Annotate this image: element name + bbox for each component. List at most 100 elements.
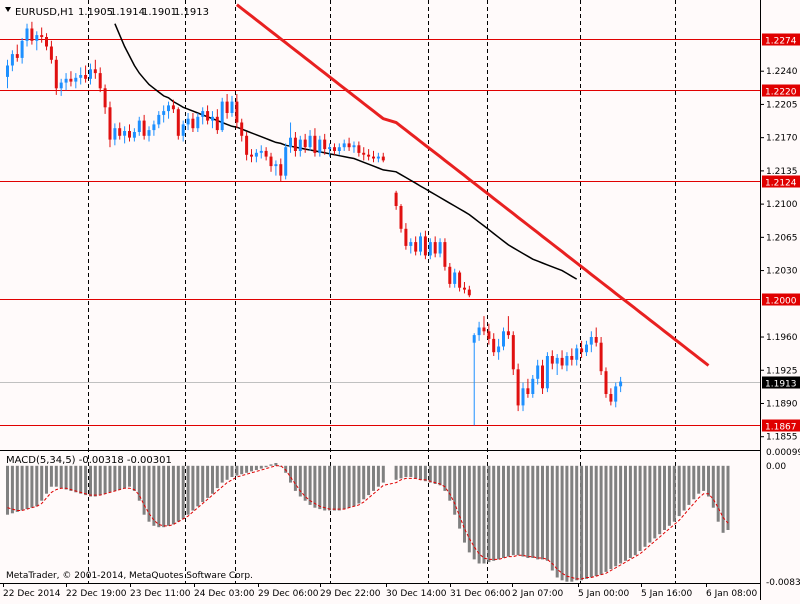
price-tick-labels: 1.2240 1.2205 1.2170 1.2135 1.2100 1.2065 1.20… [761,67,800,588]
candle-body-118 [589,337,593,345]
candle-95 [477,321,481,341]
candle-body-85 [428,242,432,256]
candle-body-12 [64,78,68,83]
candle-body-98 [492,338,496,353]
macd-bar-122 [609,465,613,570]
candle-84 [423,230,427,260]
macd-bar-0 [6,465,9,515]
candle-22 [113,123,117,146]
candle-body-42 [211,116,214,121]
macd-bar-72 [357,465,361,504]
price-tick-label-6: 1.2030 [766,267,798,277]
macd-bar-55 [274,463,278,466]
candle-56 [279,158,283,182]
macd-bar-136 [677,465,681,517]
candle-30 [152,120,156,136]
candle-body-31 [157,114,161,125]
candle-35 [176,107,180,140]
macd-bar-44 [220,465,224,483]
macd-signal-line [7,465,729,580]
candle-body-48 [240,122,244,136]
candle-body-88 [443,242,447,267]
macd-bar-48 [240,465,244,475]
macd-bar-123 [614,465,618,567]
macd-bar-49 [245,465,249,473]
candle-body-114 [570,356,574,360]
macd-bar-90 [453,465,457,515]
candle-body-91 [458,272,462,288]
candle-42 [211,111,214,129]
candle-4 [25,23,29,47]
candle-body-56 [279,164,283,176]
candle-97 [487,323,491,345]
candle-body-104 [521,388,525,406]
candle-53 [264,147,268,161]
candle-body-23 [118,128,122,136]
candle-45 [225,94,229,119]
candle-103 [516,363,520,412]
candle-body-19 [98,73,102,89]
moving-averages [114,3,710,367]
macd-bar-69 [342,465,346,510]
candle-body-124 [619,381,623,387]
candle-88 [443,238,447,271]
macd-bar-98 [492,465,496,561]
candle-101 [506,316,510,339]
candle-65 [323,133,327,155]
candle-111 [555,354,559,375]
candle-50 [250,149,253,163]
candle-body-16 [84,75,88,79]
macd-bar-99 [497,465,501,560]
candle-71 [352,141,356,153]
candle-15 [79,67,83,85]
macd-bar-29 [147,465,151,522]
candle-body-122 [609,394,613,402]
macd-bar-7 [40,465,44,501]
macd-bar-127 [633,465,637,556]
candle-59 [293,132,297,157]
candle-body-2 [15,54,19,58]
candle-122 [609,388,613,406]
macd-bar-78 [394,465,398,480]
candle-91 [458,270,462,292]
macd-bar-36 [181,465,185,519]
candle-body-71 [352,145,356,148]
candle-11 [59,78,63,96]
time-tick-label-9: 5 Jan 00:00 [578,589,630,599]
macd-bar-87 [438,465,442,486]
macd-bar-39 [196,465,200,507]
current-price-tag [762,376,800,389]
candle-18 [93,59,97,79]
candle-0 [6,59,9,89]
time-tick-label-10: 5 Jan 16:00 [641,589,693,599]
dropdown-triangle-icon[interactable] [5,7,11,12]
candle-body-29 [147,130,151,136]
candle-body-38 [191,118,195,129]
candle-7 [40,27,44,43]
candle-116 [580,340,584,358]
candle-41 [206,105,210,125]
candle-119 [594,327,598,347]
time-tick-label-4: 29 Dec 06:00 [258,589,319,599]
macd-bar-59 [293,465,297,491]
candle-body-14 [74,77,78,82]
candle-123 [614,382,618,408]
ma-line-0 [114,23,578,280]
macd-bar-116 [580,465,584,581]
price-tick-label-7: 1.1960 [766,333,798,343]
price-tick-label-4: 1.2100 [766,200,798,210]
candle-body-55 [274,164,278,167]
horizontal-levels: 1.2274 1.2220 1.2124 1.2000 1.1867 1.1913 [0,33,800,433]
macd-bar-81 [409,465,413,477]
candle-62 [308,130,312,151]
macd-bar-74 [367,465,371,496]
macd-bar-63 [313,465,317,508]
candle-body-97 [487,331,491,339]
candle-body-52 [259,150,263,153]
candle-23 [118,122,122,140]
macd-bar-24 [123,465,127,489]
candle-body-109 [545,356,549,389]
macd-bar-145 [721,465,725,533]
candle-body-107 [536,365,540,379]
candle-body-78 [394,192,398,206]
